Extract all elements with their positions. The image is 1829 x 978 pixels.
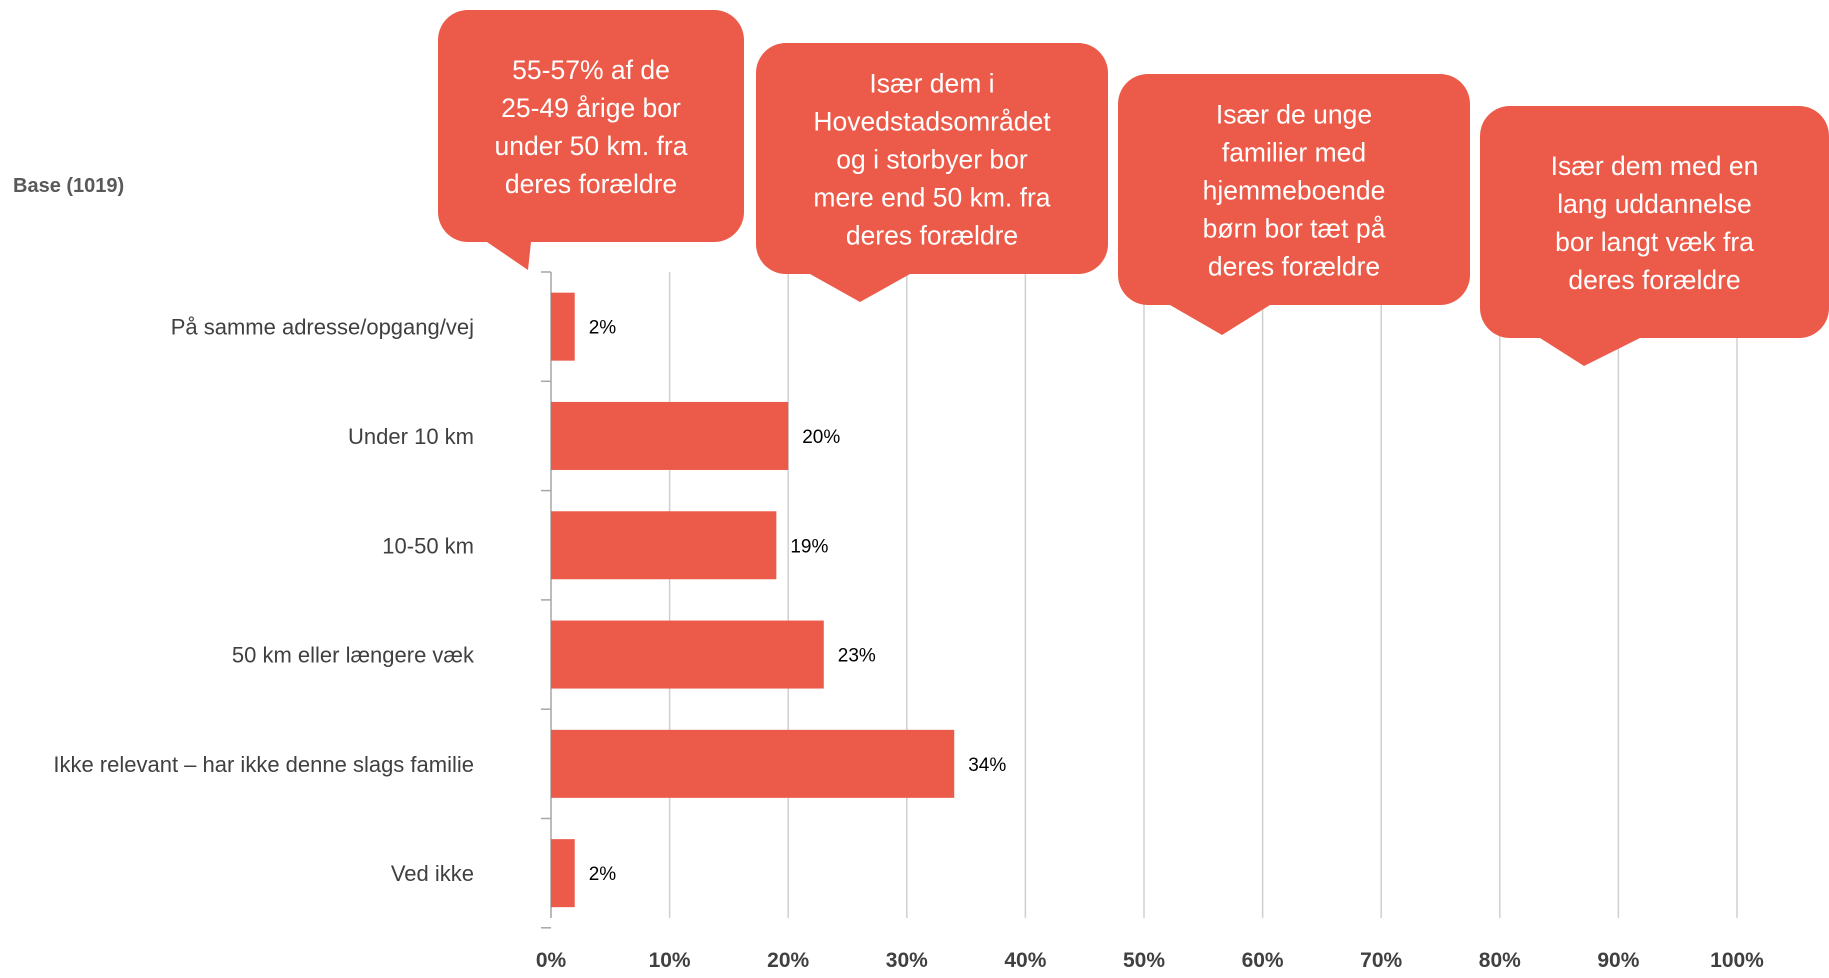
callout-text: mere end 50 km. fra	[813, 183, 1050, 213]
callout-text: deres forældre	[1208, 252, 1380, 282]
category-label: Ved ikke	[391, 861, 474, 886]
callout-body	[1118, 74, 1470, 305]
x-tick-label: 20%	[767, 949, 809, 972]
callout-text: Hovedstadsområdet	[813, 107, 1051, 137]
x-tick-label: 60%	[1242, 949, 1284, 972]
x-tick-label: 90%	[1597, 949, 1639, 972]
callout-text: og i storbyer bor	[836, 145, 1028, 175]
x-tick-label: 100%	[1710, 949, 1764, 972]
callout-text: Især dem i	[869, 69, 994, 99]
bar	[551, 401, 789, 470]
callout-text: deres forældre	[505, 169, 677, 199]
callout-tail	[487, 242, 531, 270]
callout-text: lang uddannelse	[1557, 189, 1752, 219]
callout-bubble: Især de unge familier med hjemmeboende børn…	[1118, 74, 1470, 335]
callout-body	[756, 43, 1108, 274]
callout-tail	[1170, 305, 1270, 335]
x-tick-label: 70%	[1360, 949, 1402, 972]
callouts: 55-57% af de 25-49 årige bor under 50 km. …	[438, 10, 1829, 366]
callout-tail	[1540, 338, 1640, 366]
callout-text: 55-57% af de	[512, 55, 670, 85]
data-label: 19%	[790, 536, 828, 557]
grid-lines	[668, 272, 1738, 918]
callout-text: Især de unge	[1216, 100, 1372, 130]
bar	[551, 839, 575, 908]
category-label: Ikke relevant – har ikke denne slags fam…	[53, 752, 474, 777]
x-tick-label: 80%	[1479, 949, 1521, 972]
callout-bubble: 55-57% af de 25-49 årige bor under 50 km. …	[438, 10, 744, 270]
callout-bubble: Især dem med en lang uddannelse bor langt …	[1480, 106, 1829, 366]
x-tick-label: 50%	[1123, 949, 1165, 972]
bars: 2% 20% 19% 23% 34% 2%	[551, 292, 1006, 908]
data-label: 2%	[589, 864, 617, 885]
bar	[551, 729, 955, 798]
callout-body	[438, 10, 744, 242]
callout-text: deres forældre	[1568, 265, 1740, 295]
callout-text: under 50 km. fra	[495, 131, 688, 161]
bar	[551, 292, 575, 361]
callout-tail	[810, 274, 910, 302]
x-tick-label: 0%	[536, 949, 567, 972]
data-label: 20%	[802, 427, 840, 448]
category-label: På samme adresse/opgang/vej	[171, 315, 474, 340]
x-axis-tick-labels: 0% 10% 20% 30% 40% 50% 60% 70% 80% 90% 100%	[536, 949, 1764, 972]
data-label: 23%	[838, 646, 876, 667]
callout-text: bor langt væk fra	[1555, 227, 1754, 257]
x-tick-label: 30%	[886, 949, 928, 972]
category-label: 50 km eller længere væk	[232, 643, 475, 668]
callout-text: børn bor tæt på	[1203, 214, 1386, 244]
bar	[551, 511, 777, 580]
callout-text: hjemmeboende	[1203, 176, 1386, 206]
callout-bubble: Især dem i Hovedstadsområdet og i storbyer…	[756, 43, 1108, 302]
category-label: 10-50 km	[382, 533, 474, 558]
callout-text: familier med	[1222, 138, 1366, 168]
callout-text: Især dem med en	[1551, 151, 1759, 181]
x-tick-label: 40%	[1004, 949, 1046, 972]
callout-text: 25-49 årige bor	[501, 93, 681, 123]
category-label: Under 10 km	[348, 424, 474, 449]
x-tick-label: 10%	[649, 949, 691, 972]
callout-text: deres forældre	[846, 221, 1018, 251]
category-axis	[541, 271, 552, 929]
bar	[551, 620, 824, 689]
data-label: 34%	[968, 755, 1006, 776]
data-label: 2%	[589, 318, 617, 339]
callout-body	[1480, 106, 1829, 338]
category-labels: På samme adresse/opgang/vej Under 10 km 10…	[53, 315, 475, 887]
base-label: Base (1019)	[13, 175, 124, 197]
